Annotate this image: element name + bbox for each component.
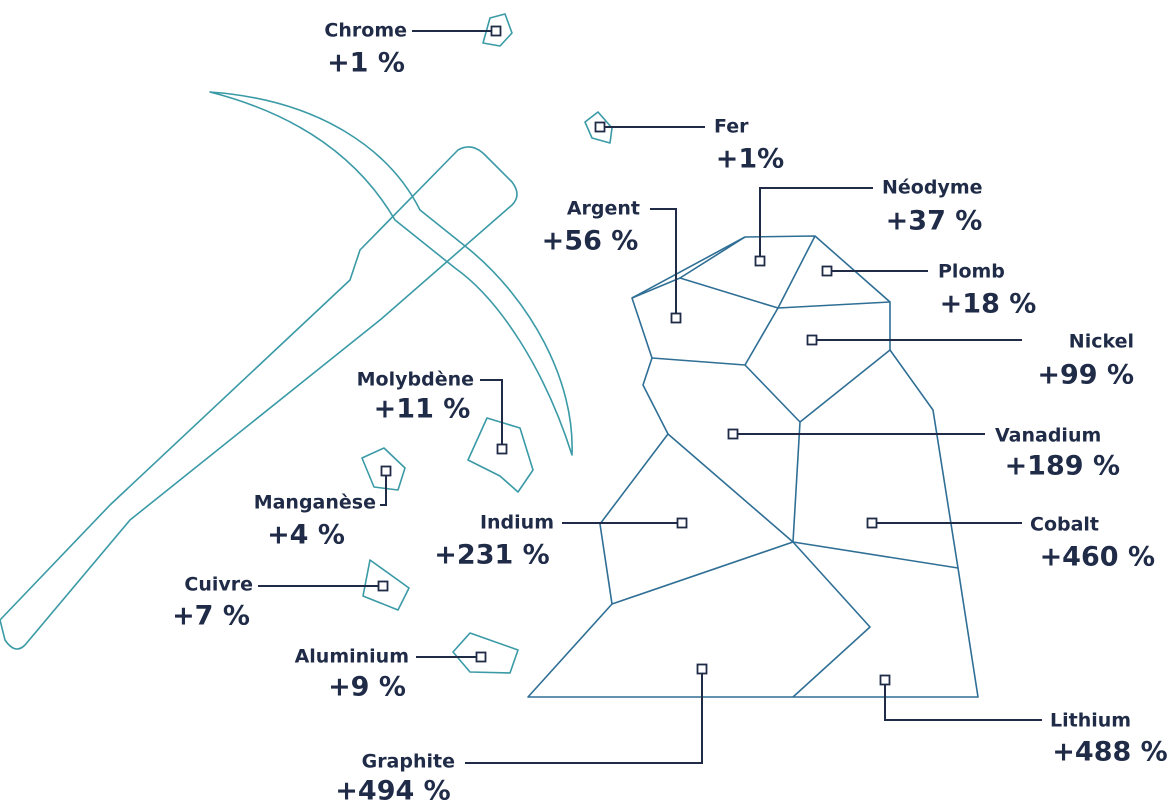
marker [498, 445, 507, 454]
mineral-name: Chrome [324, 20, 407, 42]
mineral-increase: +231 % [434, 540, 549, 571]
leader-line [465, 669, 702, 763]
leader-line [760, 188, 873, 261]
mineral-name: Néodyme [882, 177, 983, 199]
mineral-increase: +460 % [1040, 542, 1155, 573]
marker [492, 27, 501, 36]
mineral-increase: +1 % [327, 48, 405, 79]
mineral-name: Aluminium [295, 646, 409, 668]
marker [596, 123, 605, 132]
mineral-name: Plomb [938, 261, 1005, 283]
mineral-increase: +18 % [940, 289, 1037, 320]
rock [528, 236, 978, 697]
mineral-increase: +494 % [335, 776, 450, 804]
mineral-name: Fer [714, 116, 749, 138]
infographic: Chrome +1 % Fer +1% Néodyme +37 % Argent +56 % P… [0, 0, 1174, 804]
mineral-increase: +9 % [328, 672, 406, 703]
mineral-increase: +488 % [1052, 737, 1167, 768]
mineral-name: Cuivre [184, 574, 253, 596]
mineral-name: Manganèse [254, 492, 376, 514]
marker [382, 467, 391, 476]
leader-line [885, 680, 1042, 720]
mineral-increase: +7 % [172, 601, 250, 632]
marker [868, 519, 877, 528]
mineral-increase: +11 % [374, 394, 471, 425]
mineral-increase: +1% [716, 144, 784, 175]
marker [808, 336, 817, 345]
mineral-name: Argent [567, 198, 640, 220]
marker [678, 519, 687, 528]
mineral-name: Indium [480, 512, 554, 534]
marker [379, 582, 388, 591]
mineral-name: Cobalt [1030, 514, 1099, 536]
marker [756, 257, 765, 266]
mineral-increase: +56 % [542, 226, 639, 257]
mineral-increase: +4 % [267, 520, 345, 551]
marker [477, 653, 486, 662]
marker [672, 314, 681, 323]
leader-line [480, 380, 502, 449]
marker [823, 267, 832, 276]
marker [881, 676, 890, 685]
mineral-name: Lithium [1050, 710, 1131, 732]
mineral-name: Vanadium [995, 425, 1101, 447]
mineral-name: Graphite [362, 751, 455, 773]
mineral-increase: +189 % [1005, 451, 1120, 482]
pebbles [362, 14, 612, 673]
mineral-name: Nickel [1069, 331, 1134, 353]
leader-line [650, 209, 676, 318]
mineral-name: Molybdène [357, 369, 474, 391]
labels: Chrome +1 % Fer +1% Néodyme +37 % Argent +56 % P… [172, 20, 1168, 804]
mineral-increase: +99 % [1037, 360, 1134, 391]
mineral-increase: +37 % [886, 206, 983, 237]
marker [698, 665, 707, 674]
marker [729, 430, 738, 439]
